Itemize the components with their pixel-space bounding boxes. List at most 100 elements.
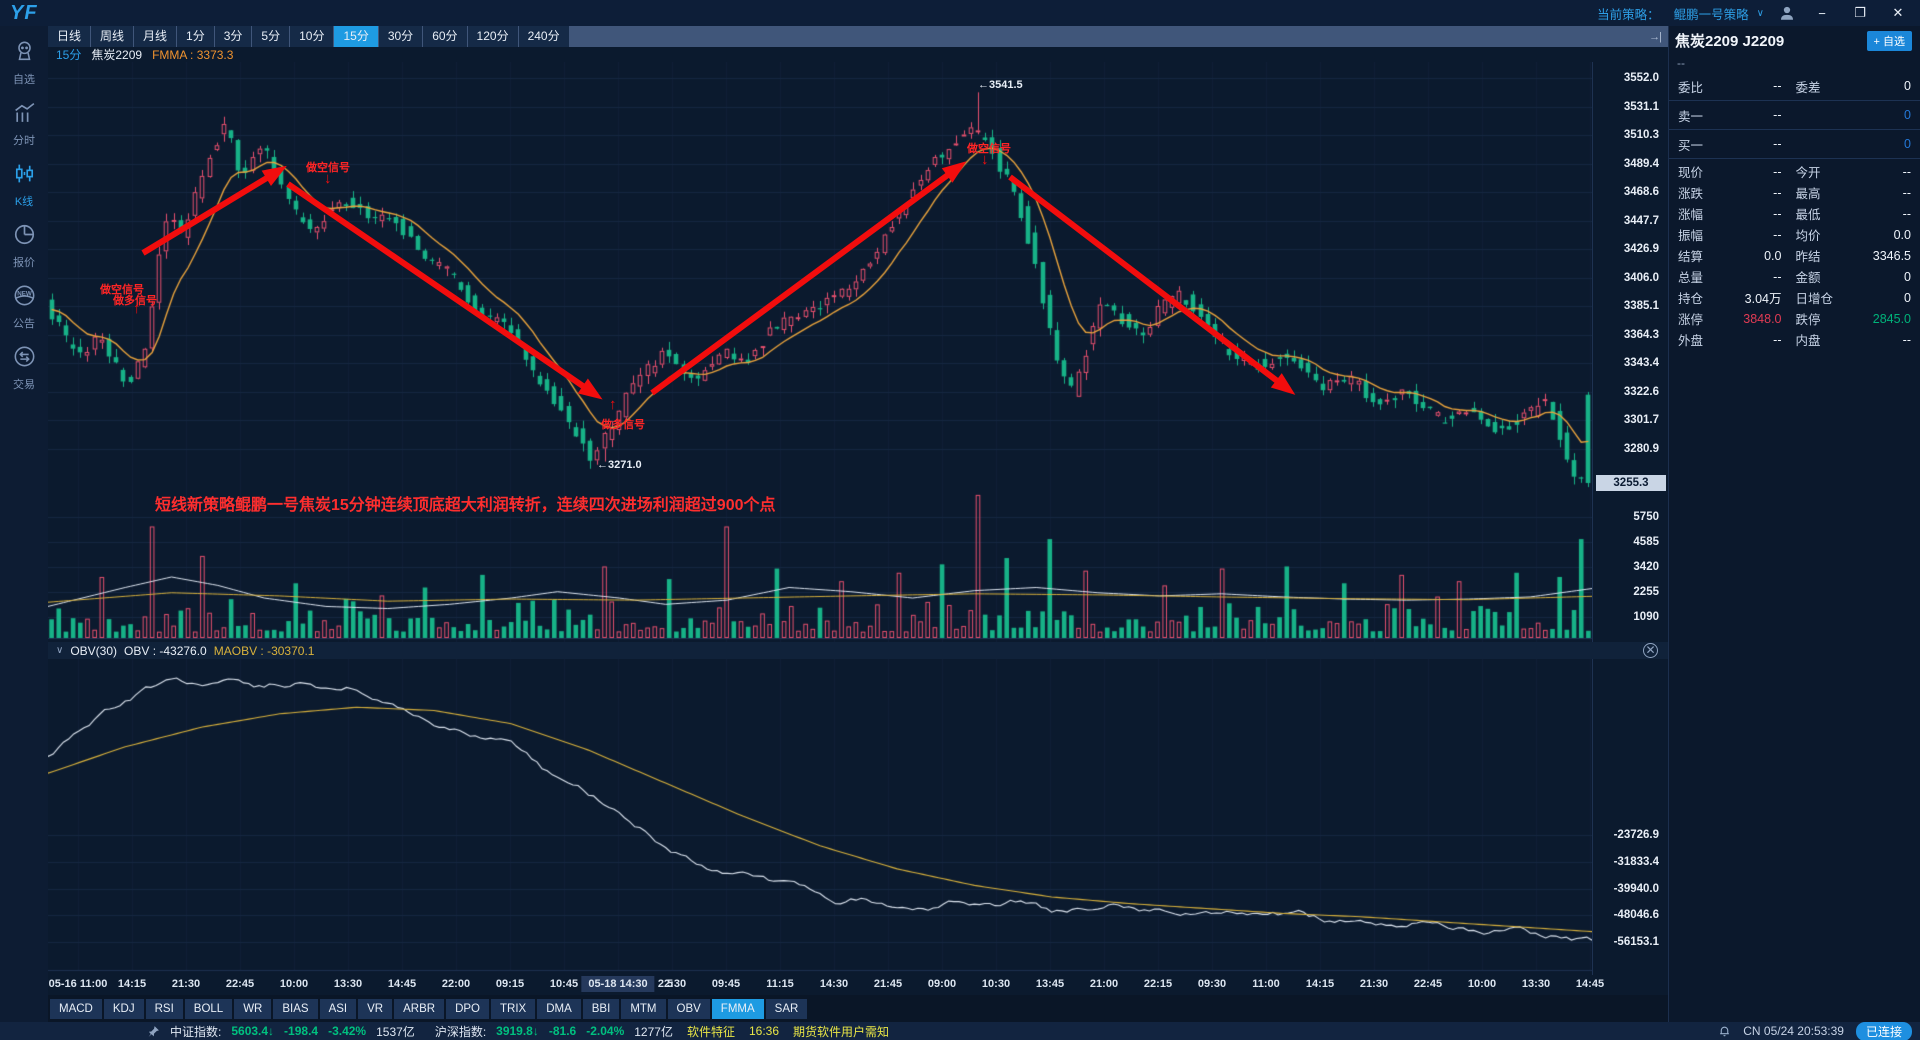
indicator-tab-BIAS[interactable]: BIAS (273, 999, 318, 1019)
notice-time: 16:36 (748, 1024, 779, 1038)
obv-close-icon[interactable]: ✕ (1643, 643, 1658, 658)
indicator-tab-RSI[interactable]: RSI (145, 999, 183, 1019)
price-axis-label: 3364.3 (1623, 328, 1659, 341)
timeframe-tab-30分[interactable]: 30分 (378, 26, 423, 47)
indicator-tab-SAR[interactable]: SAR (765, 999, 808, 1019)
indicator-tab-BOLL[interactable]: BOLL (184, 999, 233, 1019)
minimize-button[interactable]: − (1818, 5, 1826, 21)
obv-collapse-icon[interactable]: ∨ (56, 645, 64, 656)
sidebar-item-K线[interactable]: K线 (0, 161, 48, 209)
quote-label: 涨跌 (1678, 187, 1704, 201)
sidebar: 自选分时 K线报价 NEW 公告交易 (0, 26, 48, 1022)
index2-amount: 1277亿 (634, 1024, 673, 1039)
bell-icon[interactable] (1718, 1024, 1731, 1038)
price-axis-label: 3468.6 (1623, 186, 1659, 198)
quote-row-结算: 结算 0.0 昨结 3346.5 (1669, 245, 1920, 266)
timeframe-tab-周线[interactable]: 周线 (91, 26, 134, 47)
titlebar: YF 当前策略： 鲲鹏一号策略 ∨ − ❐ ✕ (0, 0, 1920, 26)
indicator-tab-FMMA[interactable]: FMMA (711, 999, 764, 1019)
notice-futures-user[interactable]: 期货软件用户需知 (793, 1024, 890, 1039)
connection-status-badge[interactable]: 已连接 (1855, 1021, 1912, 1040)
kline-chart-canvas[interactable] (48, 62, 1592, 975)
index2-change: -81.6 (548, 1024, 577, 1038)
sidebar-item-交易[interactable]: 交易 (0, 344, 48, 392)
divider (1669, 129, 1920, 130)
index2-value: 3919.8↓ (496, 1024, 539, 1038)
status-bar: 中证指数: 5603.4↓ -198.4 -3.42% 1537亿 沪深指数: … (0, 1021, 1920, 1040)
strategy-name: 鲲鹏一号策略 (1673, 7, 1749, 22)
obv-axis-label: -56153.1 (1613, 936, 1659, 948)
quote-label: 卖一 (1678, 109, 1704, 124)
timeframe-tab-15分[interactable]: 15分 (334, 26, 378, 47)
time-tick: 13:45 (1035, 978, 1065, 990)
timeframe-tab-120分[interactable]: 120分 (467, 26, 518, 47)
price-axis-label: 3406.0 (1623, 271, 1659, 284)
quote-label: 涨幅 (1678, 208, 1704, 222)
quote-details: 现价 -- 今开 -- 涨跌 -- 最高 -- 涨幅 -- 最低 -- 振幅 -- 均价 0.0 结算 0.0 昨结… (1669, 161, 1920, 350)
timeframe-tab-3分[interactable]: 3分 (214, 26, 252, 47)
sidebar-items: 自选分时 K线报价 NEW 公告交易 (0, 39, 48, 392)
strategy-selector[interactable]: 鲲鹏一号策略 ∨ (1674, 4, 1764, 23)
indicator-tab-BBI[interactable]: BBI (582, 999, 620, 1019)
add-watchlist-button[interactable]: + 自选 (1866, 30, 1912, 51)
time-tick: 10:30 (981, 978, 1011, 990)
chevron-down-icon: ∨ (1756, 7, 1764, 19)
quote-value: -- (1773, 269, 1782, 284)
indicator-tab-ASI[interactable]: ASI (319, 999, 357, 1019)
maximize-button[interactable]: ❐ (1854, 5, 1866, 20)
time-tick: 21:00 (1089, 978, 1119, 990)
obv-axis-label: -48046.6 (1613, 909, 1659, 922)
indicator-tab-ARBR[interactable]: ARBR (394, 999, 445, 1019)
indicator-tab-DMA[interactable]: DMA (537, 999, 581, 1019)
pin-icon[interactable] (147, 1025, 160, 1038)
indicator-tab-MACD[interactable]: MACD (50, 999, 102, 1019)
price-axis-label: 3343.4 (1623, 357, 1659, 369)
time-tick: 21:45 (873, 978, 903, 990)
timeframe-tab-60分[interactable]: 60分 (423, 26, 467, 47)
indicator-tab-OBV[interactable]: OBV (667, 999, 710, 1019)
quote-value: 0 (1904, 269, 1911, 284)
indicator-tab-TRIX[interactable]: TRIX (491, 999, 536, 1019)
notice-software-feature[interactable]: 软件特征 (686, 1024, 735, 1039)
indicator-tab-MTM[interactable]: MTM (621, 999, 666, 1019)
quote-label: 金额 (1795, 271, 1821, 285)
volume-axis-label: 5750 (1633, 511, 1659, 523)
sidebar-item-公告[interactable]: NEW 公告 (0, 283, 48, 331)
sidebar-item-label: 交易 (13, 379, 35, 391)
indicator-tab-DPO[interactable]: DPO (446, 999, 489, 1019)
indicator-tab-KDJ[interactable]: KDJ (103, 999, 144, 1019)
time-tick: 14:15 (117, 978, 147, 990)
quote-value: -- (1773, 206, 1782, 221)
quote-row-振幅: 振幅 -- 均价 0.0 (1669, 224, 1920, 245)
obv-value: OBV : -43276.0 (124, 643, 207, 658)
sidebar-item-分时[interactable]: 分时 (0, 100, 48, 148)
timeframe-tab-10分[interactable]: 10分 (290, 26, 334, 47)
quote-value: 0 (1904, 79, 1911, 93)
price-axis-label: 3552.0 (1623, 72, 1659, 84)
user-icon[interactable] (1778, 4, 1796, 22)
chart-region: 短线新策略鲲鹏一号焦炭15分钟连续顶底超大利润转折，连续四次进场利润超过900个… (48, 62, 1668, 995)
timeframe-tab-240分[interactable]: 240分 (518, 26, 569, 47)
time-tick: 22:00 (441, 978, 471, 990)
indicator-tab-VR[interactable]: VR (358, 999, 393, 1019)
time-tick: 22:15 (1143, 978, 1173, 990)
time-tick: 21:30 (1359, 978, 1389, 990)
timeframe-tab-5分[interactable]: 5分 (252, 26, 290, 47)
timeframe-tab-日线[interactable]: 日线 (48, 26, 91, 47)
sidebar-item-报价[interactable]: 报价 (0, 222, 48, 270)
quote-label: 涨停 (1678, 313, 1704, 327)
sidebar-item-自选[interactable]: 自选 (0, 39, 48, 87)
indicator-tabs: MACD KDJ RSI BOLL WR BIAS ASI VR ARBR DPO TRIX DMA B… (48, 997, 1668, 1021)
sidebar-item-label: K线 (14, 196, 34, 208)
collapse-panel-icon[interactable]: →| (1649, 30, 1662, 43)
volume-axis-label: 1090 (1633, 611, 1659, 623)
announcement-new-icon: NEW (12, 283, 37, 313)
close-button[interactable]: ✕ (1892, 5, 1904, 20)
indicator-tab-WR[interactable]: WR (234, 999, 272, 1019)
timeframe-tab-1分[interactable]: 1分 (177, 26, 214, 47)
quote-value: -- (1902, 164, 1911, 179)
quote-label: 最高 (1795, 187, 1821, 201)
obv-axis-label: -23726.9 (1613, 829, 1659, 841)
timeframe-tab-月线[interactable]: 月线 (134, 26, 177, 47)
index2-label: 沪深指数: (434, 1024, 487, 1039)
